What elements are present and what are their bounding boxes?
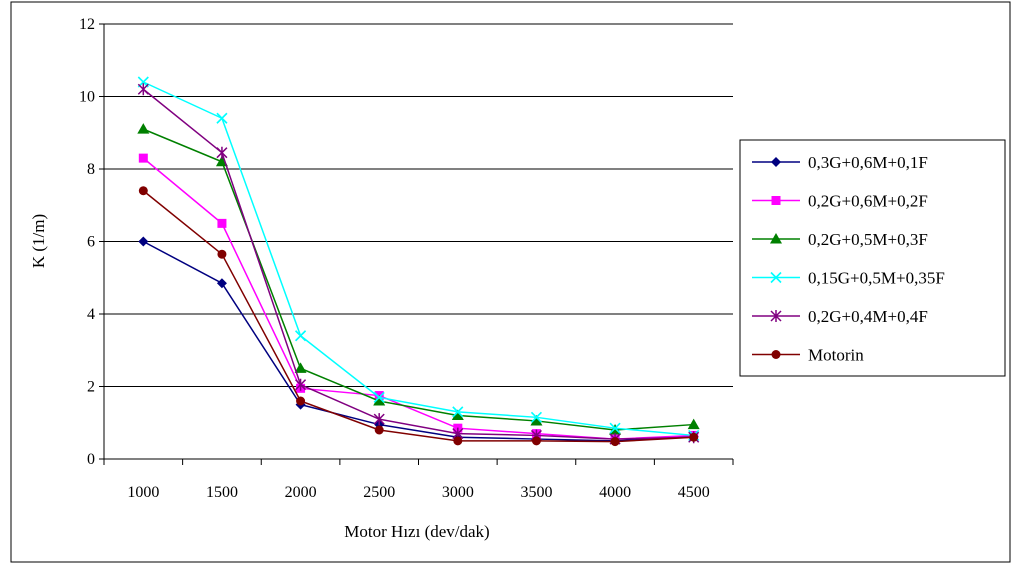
- y-tick-label: 2: [87, 379, 95, 396]
- data-point: [451, 409, 464, 420]
- legend-entry: Motorin: [752, 346, 864, 365]
- data-point: [373, 391, 385, 403]
- y-tick-label: 8: [87, 161, 95, 178]
- x-axis-title: Motor Hızı (dev/dak): [344, 522, 489, 541]
- series-line: [142, 190, 694, 443]
- legend-label: Motorin: [808, 346, 864, 365]
- x-tick-label: 1000: [127, 484, 159, 501]
- x-tick-label: 2500: [363, 484, 395, 501]
- data-point: [530, 414, 543, 426]
- legend-entry: 0,3G+0,6M+0,1F: [752, 153, 928, 172]
- legend-box: [739, 139, 1006, 377]
- y-axis-title: K (1/m): [29, 214, 48, 268]
- data-point: [137, 123, 150, 134]
- series-6: [138, 186, 699, 447]
- y-tick-label: 4: [87, 306, 95, 323]
- grid: [104, 23, 733, 387]
- data-point: [137, 83, 149, 96]
- data-point: [374, 425, 384, 435]
- data-point: [771, 196, 781, 205]
- y-tick-label: 6: [87, 234, 95, 251]
- data-point: [216, 146, 228, 159]
- legend-label: 0,2G+0,6M+0,2F: [808, 192, 928, 211]
- series-4: [137, 76, 700, 442]
- legend-entry: 0,2G+0,5M+0,3F: [752, 230, 928, 249]
- data-point: [452, 406, 464, 418]
- data-point: [771, 350, 781, 359]
- data-point: [216, 112, 228, 124]
- data-point: [687, 418, 700, 430]
- series-line: [142, 81, 694, 437]
- series-line: [142, 88, 694, 440]
- data-point: [294, 362, 307, 373]
- data-point: [216, 278, 227, 289]
- y-tick-label: 0: [87, 451, 95, 468]
- legend-label: 0,2G+0,5M+0,3F: [808, 230, 928, 249]
- data-point: [138, 236, 149, 247]
- legend: 0,3G+0,6M+0,1F 0,2G+0,6M+0,2F 0,2G+0,5M+0,…: [739, 139, 1006, 377]
- legend-label: 0,3G+0,6M+0,1F: [808, 153, 928, 172]
- data-point: [770, 310, 782, 322]
- data-point: [609, 422, 621, 434]
- data-point: [295, 378, 307, 391]
- x-tick-label: 2000: [285, 484, 317, 501]
- data-point: [770, 271, 782, 284]
- data-point: [294, 330, 307, 342]
- y-tick-label: 10: [79, 89, 95, 106]
- data-point: [531, 436, 541, 446]
- x-tick-label: 3500: [520, 484, 552, 501]
- x-tick-label: 1500: [206, 484, 238, 501]
- data-point: [373, 395, 386, 406]
- legend-entry: 0,2G+0,6M+0,2F: [752, 192, 928, 211]
- legend-entry: 0,15G+0,5M+0,35F: [752, 269, 945, 288]
- x-tick-label: 3000: [442, 484, 474, 501]
- data-point: [689, 432, 699, 442]
- data-point: [373, 413, 385, 426]
- data-point: [610, 437, 620, 447]
- y-tick-label: 12: [79, 16, 95, 33]
- series-line: [142, 240, 694, 442]
- data-point: [530, 411, 543, 423]
- data-point: [138, 186, 148, 196]
- x-tick-label: 4500: [678, 484, 710, 501]
- data-point: [296, 396, 306, 406]
- data-point: [138, 153, 148, 163]
- legend-label: 0,15G+0,5M+0,35F: [808, 269, 945, 288]
- x-tick-label: 4000: [599, 484, 631, 501]
- data-point: [217, 249, 227, 259]
- axes: 0 2 4 6 8 10 12 1000 1500 2000 2500 3000 3500 4000 450…: [79, 16, 734, 501]
- series-line: [143, 128, 694, 431]
- data-point: [217, 218, 227, 228]
- legend-entry: 0,2G+0,4M+0,4F: [752, 307, 928, 326]
- series-layer: [137, 76, 700, 447]
- data-point: [453, 436, 463, 446]
- data-point: [771, 157, 781, 167]
- data-point: [770, 233, 782, 244]
- legend-label: 0,2G+0,4M+0,4F: [808, 307, 928, 326]
